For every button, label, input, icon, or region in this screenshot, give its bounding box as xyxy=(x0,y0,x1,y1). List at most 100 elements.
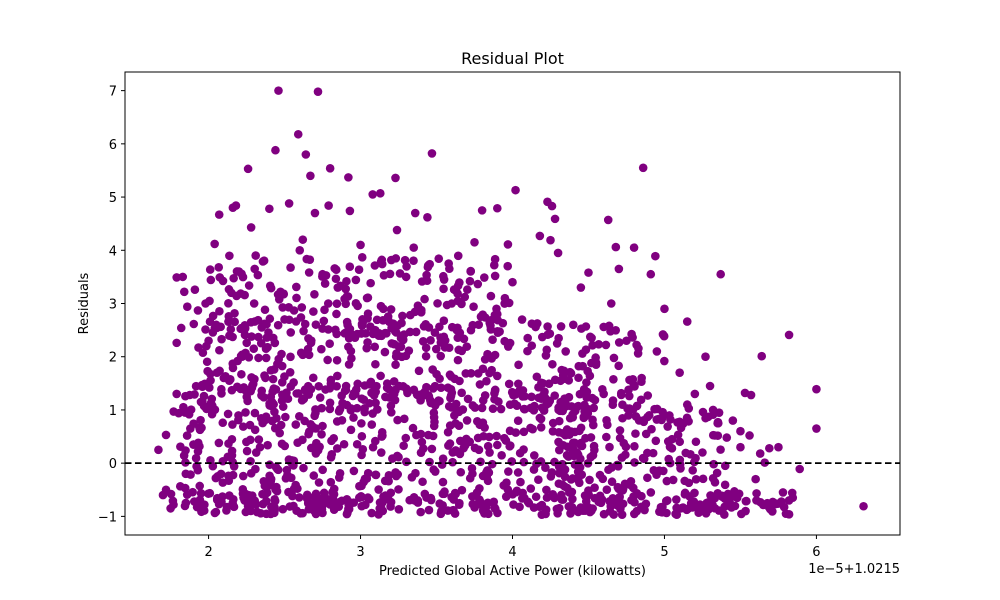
scatter-point xyxy=(189,319,199,329)
scatter-point xyxy=(553,248,563,258)
scatter-point xyxy=(651,251,660,261)
scatter-point xyxy=(285,502,295,511)
scatter-point xyxy=(434,254,444,263)
scatter-point xyxy=(787,488,797,498)
scatter-point xyxy=(270,495,279,504)
scatter-point xyxy=(318,324,327,333)
scatter-point xyxy=(513,416,523,426)
scatter-point xyxy=(420,489,430,499)
scatter-point xyxy=(172,338,181,348)
scatter-point xyxy=(459,334,469,344)
scatter-point xyxy=(349,466,359,476)
scatter-point xyxy=(206,275,216,285)
scatter-point xyxy=(318,508,327,518)
scatter-point xyxy=(682,317,692,326)
scatter-point xyxy=(292,293,301,303)
scatter-point xyxy=(580,491,590,500)
scatter-point xyxy=(781,509,791,518)
scatter-point xyxy=(391,173,400,183)
scatter-point xyxy=(587,333,596,343)
y-tick-label: 3 xyxy=(109,298,117,313)
scatter-point xyxy=(484,509,493,519)
scatter-point xyxy=(710,478,720,487)
scatter-point xyxy=(508,277,517,287)
scatter-point xyxy=(225,251,234,261)
scatter-point xyxy=(241,489,250,499)
scatter-point xyxy=(557,490,566,500)
scatter-point xyxy=(599,509,609,519)
scatter-point xyxy=(247,373,256,382)
scatter-point xyxy=(490,271,500,281)
scatter-point xyxy=(516,477,525,487)
scatter-point xyxy=(380,328,390,338)
scatter-point xyxy=(690,488,699,498)
scatter-point xyxy=(418,477,427,487)
scatter-point xyxy=(741,496,751,506)
scatter-point xyxy=(546,235,555,245)
scatter-point xyxy=(380,347,390,357)
scatter-point xyxy=(682,400,692,409)
scatter-point xyxy=(483,441,493,451)
scatter-point xyxy=(280,315,289,324)
scatter-point xyxy=(478,364,488,374)
scatter-point xyxy=(698,448,707,457)
scatter-point xyxy=(339,439,349,449)
scatter-point xyxy=(304,334,313,343)
scatter-point xyxy=(500,293,510,303)
scatter-point xyxy=(309,307,318,316)
scatter-point xyxy=(271,145,280,155)
scatter-point xyxy=(378,431,387,440)
scatter-point xyxy=(275,428,284,438)
scatter-point xyxy=(567,504,577,513)
scatter-point xyxy=(258,489,267,499)
scatter-point xyxy=(215,366,224,376)
scatter-point xyxy=(480,355,490,364)
scatter-point xyxy=(658,330,668,339)
scatter-point xyxy=(175,482,185,491)
scatter-point xyxy=(430,328,440,337)
scatter-point xyxy=(342,276,351,286)
scatter-point xyxy=(345,262,355,271)
scatter-point xyxy=(379,304,388,314)
scatter-point xyxy=(633,349,643,358)
scatter-point xyxy=(333,283,343,292)
scatter-point xyxy=(622,336,631,346)
scatter-point xyxy=(225,331,234,341)
scatter-point xyxy=(361,329,371,338)
scatter-point xyxy=(348,331,358,340)
scatter-point xyxy=(408,423,418,433)
scatter-point xyxy=(646,269,656,279)
scatter-point xyxy=(588,415,597,425)
scatter-point xyxy=(186,424,195,433)
scatter-point xyxy=(211,473,221,483)
scatter-point xyxy=(362,474,372,483)
scatter-point xyxy=(605,442,614,452)
scatter-point xyxy=(238,471,248,481)
scatter-point xyxy=(269,384,279,393)
scatter-point xyxy=(218,418,228,428)
x-tick-label: 5 xyxy=(660,545,668,560)
scatter-point xyxy=(343,320,352,330)
scatter-point xyxy=(227,288,236,298)
scatter-point xyxy=(568,320,578,330)
scatter-point xyxy=(329,433,339,443)
scatter-point xyxy=(236,384,245,394)
scatter-point xyxy=(297,303,307,312)
scatter-point xyxy=(455,328,465,338)
scatter-point xyxy=(641,499,651,509)
scatter-point xyxy=(366,278,375,288)
scatter-point xyxy=(795,464,805,474)
scatter-point xyxy=(501,436,511,445)
scatter-point xyxy=(446,393,455,403)
scatter-point xyxy=(513,468,523,477)
scatter-point xyxy=(376,448,386,457)
scatter-point xyxy=(304,429,313,439)
scatter-point xyxy=(325,339,334,349)
scatter-point xyxy=(360,403,369,413)
scatter-point xyxy=(672,495,681,504)
scatter-point xyxy=(248,379,258,389)
scatter-point xyxy=(538,379,548,388)
scatter-point xyxy=(426,336,435,345)
scatter-point xyxy=(774,442,783,452)
scatter-point xyxy=(417,277,427,286)
